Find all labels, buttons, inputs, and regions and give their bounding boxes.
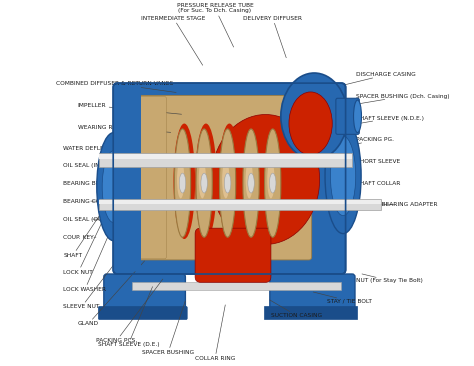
Ellipse shape [97, 132, 131, 241]
Ellipse shape [201, 173, 208, 193]
Text: SLEEVE NUT: SLEEVE NUT [64, 243, 130, 309]
Text: NUT (For Stay Tie Bolt): NUT (For Stay Tie Bolt) [356, 274, 423, 283]
Text: STAY / TIE BOLT: STAY / TIE BOLT [313, 292, 372, 303]
FancyBboxPatch shape [336, 98, 359, 134]
Text: PACKING PCS.: PACKING PCS. [96, 279, 163, 343]
Ellipse shape [281, 73, 347, 160]
Ellipse shape [179, 173, 186, 193]
Text: SHAFT SLEEVE (D.E.): SHAFT SLEEVE (D.E.) [98, 287, 159, 347]
Ellipse shape [267, 161, 274, 198]
FancyBboxPatch shape [100, 199, 381, 210]
Text: SHAFT: SHAFT [64, 191, 116, 258]
Text: LOCK WASHER: LOCK WASHER [64, 225, 113, 292]
Text: THRUST BEARING ADAPTER: THRUST BEARING ADAPTER [356, 202, 437, 207]
FancyBboxPatch shape [270, 274, 355, 316]
Text: COMBINED DIFFUSER & RETURN VANES: COMBINED DIFFUSER & RETURN VANES [56, 81, 176, 93]
Ellipse shape [174, 129, 191, 237]
Ellipse shape [269, 173, 276, 193]
Text: SHAFT SLEEVE (N.D.E.): SHAFT SLEEVE (N.D.E.) [351, 116, 424, 125]
FancyBboxPatch shape [100, 153, 352, 167]
Ellipse shape [211, 115, 319, 244]
Ellipse shape [177, 161, 184, 198]
Ellipse shape [196, 129, 212, 237]
FancyBboxPatch shape [195, 228, 271, 282]
Ellipse shape [199, 161, 206, 198]
Ellipse shape [195, 124, 217, 239]
Ellipse shape [219, 129, 236, 237]
Ellipse shape [243, 129, 259, 237]
Text: SHORT SLEEVE: SHORT SLEEVE [353, 159, 400, 165]
Ellipse shape [289, 92, 332, 155]
Text: SHAFT COLLAR: SHAFT COLLAR [352, 180, 400, 186]
Text: GLAND: GLAND [78, 261, 145, 326]
Ellipse shape [354, 100, 362, 132]
Text: OIL SEAL (INNER): OIL SEAL (INNER) [64, 163, 129, 168]
Ellipse shape [330, 136, 356, 216]
Text: INTERMEDIATE STAGE: INTERMEDIATE STAGE [141, 16, 206, 65]
Text: LOCK NUT: LOCK NUT [64, 207, 109, 275]
FancyBboxPatch shape [264, 306, 357, 320]
Text: SPACER BUSHING: SPACER BUSHING [142, 301, 194, 355]
FancyBboxPatch shape [99, 306, 187, 320]
Text: WEARING RING: WEARING RING [78, 125, 171, 132]
Text: IMPELLER: IMPELLER [78, 103, 182, 114]
FancyBboxPatch shape [100, 154, 352, 158]
Text: PRESSURE RELEASE TUBE
(For Suc. To Dch. Casing): PRESSURE RELEASE TUBE (For Suc. To Dch. … [177, 3, 253, 47]
FancyBboxPatch shape [132, 97, 166, 259]
Text: PACKING PG.: PACKING PG. [355, 137, 394, 145]
FancyBboxPatch shape [114, 86, 141, 272]
Text: SUCTION CASING: SUCTION CASING [270, 300, 322, 318]
Ellipse shape [173, 124, 195, 239]
Ellipse shape [115, 161, 124, 169]
Ellipse shape [219, 124, 240, 239]
Ellipse shape [325, 118, 361, 234]
FancyBboxPatch shape [132, 281, 341, 290]
Text: SPACER BUSHING (Dch. Casing): SPACER BUSHING (Dch. Casing) [351, 94, 449, 105]
Text: COUP. KEY: COUP. KEY [64, 235, 96, 240]
FancyBboxPatch shape [131, 96, 312, 260]
Ellipse shape [115, 135, 124, 144]
Ellipse shape [115, 193, 124, 202]
Text: OIL SEAL (OUTER): OIL SEAL (OUTER) [64, 217, 117, 222]
FancyBboxPatch shape [104, 274, 185, 316]
Ellipse shape [102, 150, 126, 223]
Ellipse shape [115, 218, 124, 227]
Ellipse shape [264, 129, 281, 237]
FancyBboxPatch shape [113, 83, 346, 274]
FancyBboxPatch shape [100, 201, 381, 203]
Ellipse shape [248, 173, 255, 193]
Text: COLLAR RING: COLLAR RING [195, 305, 235, 361]
Ellipse shape [222, 161, 229, 198]
Text: BEARING BRACKET: BEARING BRACKET [64, 180, 123, 186]
Text: WATER DEFLECTOR: WATER DEFLECTOR [64, 146, 142, 151]
Ellipse shape [264, 124, 285, 239]
Ellipse shape [242, 124, 264, 239]
Ellipse shape [246, 161, 253, 198]
Text: BEARING COVER: BEARING COVER [64, 199, 112, 203]
Text: DELIVERY DIFFUSER: DELIVERY DIFFUSER [243, 16, 302, 58]
Text: DISCHARGE CASING: DISCHARGE CASING [344, 72, 415, 85]
Ellipse shape [224, 173, 231, 193]
